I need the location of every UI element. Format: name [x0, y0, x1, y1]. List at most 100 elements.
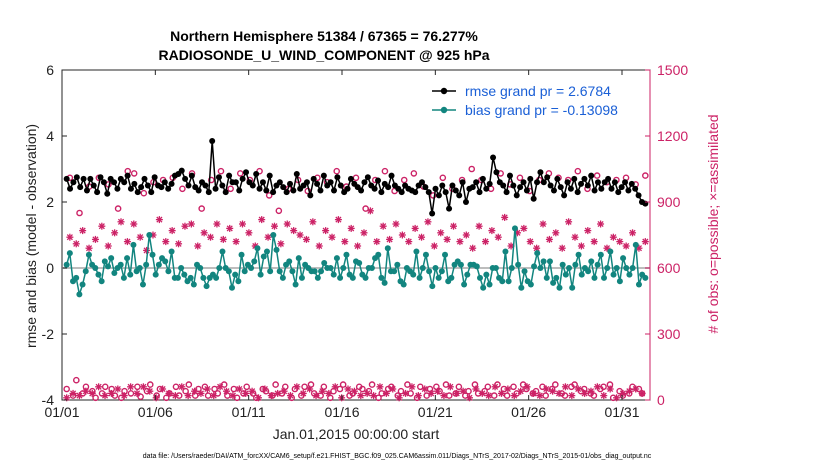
- obs-assimilated-point: [341, 238, 349, 246]
- obs-assimilated-point: [66, 233, 74, 241]
- bias-point: [607, 248, 614, 255]
- bias-point: [318, 268, 325, 275]
- obs-assimilated-point: [130, 220, 138, 228]
- series-layer: [63, 137, 649, 298]
- obs-assimilated-point: [469, 244, 477, 252]
- obs-assimilated-point: [347, 224, 355, 232]
- rmse-point: [544, 174, 551, 181]
- rmse-point: [205, 189, 212, 196]
- obs-assimilated-point: [270, 222, 278, 230]
- obs-assimilated-point: [622, 242, 630, 250]
- y2-tick-label: 300: [657, 326, 681, 342]
- rmse-point: [517, 184, 524, 191]
- rmse-point: [547, 182, 554, 189]
- y2-tick-label: 900: [657, 194, 681, 210]
- bias-point: [229, 284, 235, 291]
- obs-assimilated-point: [497, 389, 505, 397]
- obs-assimilated-point: [139, 383, 147, 391]
- rmse-point: [63, 175, 70, 182]
- rmse-point: [429, 210, 436, 217]
- rmse-point: [215, 174, 222, 181]
- bias-point: [203, 283, 210, 290]
- rmse-point: [249, 182, 256, 189]
- obs-assimilated-point: [254, 394, 262, 402]
- obs-assimilated-point: [555, 389, 563, 397]
- bias-point: [413, 248, 420, 255]
- bias-point: [410, 271, 417, 278]
- rmse-point: [144, 182, 151, 189]
- bias-point: [527, 281, 534, 288]
- obs-possible-point: [272, 381, 279, 388]
- obs-assimilated-point: [373, 238, 381, 246]
- obs-possible-point: [600, 383, 607, 391]
- rmse-point: [581, 175, 588, 182]
- obs-assimilated-point: [629, 229, 637, 237]
- bias-point: [257, 271, 264, 278]
- x-tick-label: 01/06: [138, 404, 173, 420]
- rmse-point: [622, 179, 629, 186]
- rmse-point: [625, 187, 632, 194]
- obs-possible-point: [539, 383, 546, 391]
- obs-assimilated-point: [184, 392, 192, 400]
- obs-assimilated-point: [226, 224, 234, 232]
- rmse-point: [151, 174, 158, 181]
- obs-assimilated-point: [370, 392, 378, 400]
- obs-assimilated-point: [565, 218, 573, 226]
- rmse-point: [520, 179, 527, 186]
- obs-assimilated-point: [453, 389, 461, 397]
- obs-assimilated-point: [386, 235, 394, 243]
- obs-assimilated-point: [587, 387, 595, 395]
- legend-box: [426, 79, 647, 122]
- bias-point: [66, 250, 73, 257]
- obs-assimilated-point: [405, 238, 413, 246]
- obs-possible-point: [73, 376, 80, 384]
- obs-assimilated-point: [424, 218, 432, 226]
- rmse-point: [283, 189, 290, 196]
- rmse-point: [578, 180, 585, 187]
- obs-possible-point: [333, 167, 341, 175]
- obs-possible-point: [590, 392, 598, 399]
- bias-point: [314, 274, 321, 281]
- bias-point: [197, 265, 204, 271]
- obs-assimilated-point: [350, 387, 358, 395]
- obs-assimilated-point: [402, 389, 410, 397]
- x-tick-label: 01/26: [511, 404, 546, 420]
- chart-subtitle: RADIOSONDE_U_WIND_COMPONENT @ 925 hPa: [158, 47, 489, 63]
- obs-assimilated-point: [290, 227, 298, 235]
- rmse-point: [523, 187, 530, 194]
- legend-bias-marker: [440, 106, 448, 114]
- rmse-point: [347, 175, 354, 182]
- bias-point: [508, 265, 515, 271]
- chart-title: Northern Hemisphere 51384 / 67365 = 76.2…: [170, 28, 478, 44]
- obs-assimilated-point: [360, 229, 368, 237]
- bias-point: [562, 271, 569, 278]
- bias-point: [559, 261, 566, 268]
- rmse-point: [449, 182, 456, 189]
- rmse-point: [456, 192, 463, 199]
- rmse-point: [148, 189, 155, 196]
- rmse-point: [412, 189, 419, 196]
- rmse-point: [87, 175, 94, 182]
- rmse-point: [432, 185, 439, 192]
- bias-point: [108, 255, 115, 262]
- obs-assimilated-point: [91, 235, 99, 243]
- bias-point: [384, 245, 391, 252]
- obs-assimilated-point: [334, 216, 342, 224]
- obs-assimilated-point: [382, 389, 390, 397]
- bias-point: [270, 232, 277, 238]
- rmse-point: [615, 189, 622, 196]
- legend-rmse-label: rmse grand pr = 2.6784: [465, 83, 611, 99]
- rmse-point: [212, 185, 219, 192]
- rmse-point: [510, 182, 517, 189]
- obs-assimilated-point: [437, 229, 445, 237]
- bias-point: [127, 271, 134, 278]
- rmse-point: [388, 172, 395, 179]
- rmse-point: [554, 175, 561, 182]
- obs-assimilated-point: [322, 227, 330, 235]
- obs-possible-point: [642, 172, 649, 179]
- obs-assimilated-point: [354, 242, 362, 250]
- rmse-point: [537, 169, 544, 176]
- obs-assimilated-point: [162, 238, 170, 246]
- rmse-point: [320, 172, 327, 179]
- rmse-point: [561, 192, 568, 199]
